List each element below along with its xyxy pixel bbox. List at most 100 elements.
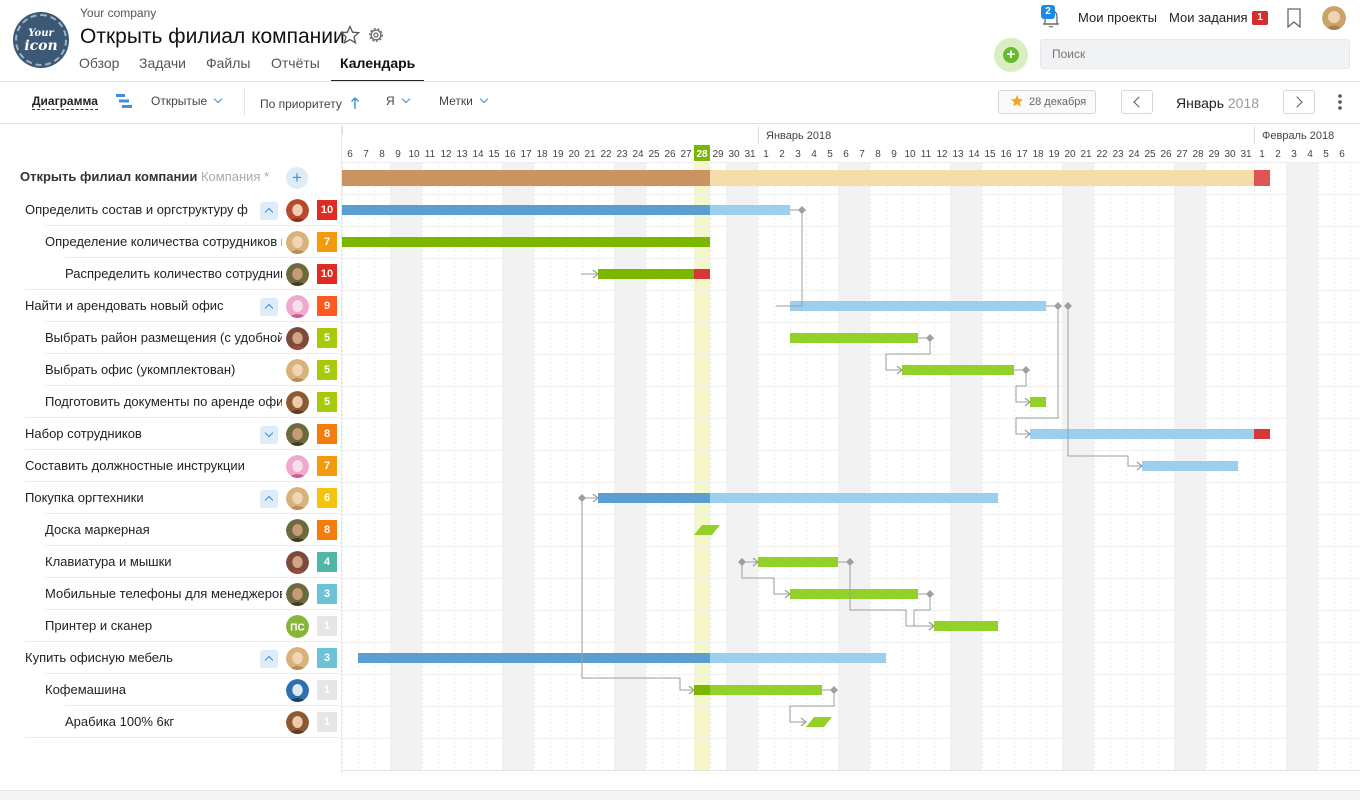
assignee-avatar[interactable] [286,679,309,702]
star-icon[interactable] [340,25,360,45]
task-row[interactable]: Найти и арендовать новый офис 9 [0,290,341,322]
task-row[interactable]: Мобильные телефоны для менеджеров 3 [0,578,341,610]
user-avatar[interactable] [1322,6,1346,30]
tab-overview[interactable]: Обзор [79,55,120,71]
assignee-avatar[interactable] [286,327,309,350]
task-name[interactable]: Кофемашина [45,682,126,697]
task-row[interactable]: Выбрать район размещения (с удобной 5 [0,322,341,354]
priority-badge[interactable]: 1 [317,712,337,732]
collapse-toggle[interactable] [260,202,278,220]
priority-badge[interactable]: 5 [317,392,337,412]
assignee-avatar[interactable] [286,263,309,286]
assignee-avatar[interactable] [286,583,309,606]
tags-dropdown[interactable]: Метки [439,94,489,108]
project-row[interactable]: Открыть филиал компании Компания * [0,162,341,194]
task-name[interactable]: Определить состав и оргструктуру ф [25,202,248,217]
priority-badge[interactable]: 5 [317,328,337,348]
task-name[interactable]: Принтер и сканер [45,618,153,633]
collapse-toggle[interactable] [260,650,278,668]
priority-badge[interactable]: 10 [317,200,337,220]
prev-month-button[interactable] [1121,90,1153,114]
sort-dropdown[interactable]: По приоритету [260,94,362,111]
priority-badge[interactable]: 8 [317,520,337,540]
company-name[interactable]: Your company [80,6,157,20]
expand-toggle[interactable] [260,426,278,444]
assignee-avatar[interactable] [286,455,309,478]
priority-badge[interactable]: 5 [317,360,337,380]
task-row[interactable]: Покупка оргтехники 6 [0,482,341,514]
priority-badge[interactable]: 7 [317,456,337,476]
task-name[interactable]: Доска маркерная [45,522,150,537]
priority-badge[interactable]: 7 [317,232,337,252]
priority-badge[interactable]: 3 [317,648,337,668]
gear-icon[interactable] [366,25,386,45]
tab-reports[interactable]: Отчёты [271,55,320,71]
task-row[interactable]: Подготовить документы по аренде офи 5 [0,386,341,418]
assignee-avatar[interactable] [286,295,309,318]
priority-badge[interactable]: 1 [317,616,337,636]
create-button[interactable]: + [994,38,1028,72]
add-task-button[interactable]: + [286,167,308,189]
task-name[interactable]: Распределить количество сотрудников [65,266,282,281]
task-name[interactable]: Выбрать район размещения (с удобной [45,330,282,345]
assignee-avatar[interactable] [286,519,309,542]
search-input[interactable] [1040,39,1350,69]
assignee-avatar[interactable] [286,551,309,574]
task-row[interactable]: Купить офисную мебель 3 [0,642,341,674]
assignee-dropdown[interactable]: Я [386,94,410,108]
task-name[interactable]: Мобильные телефоны для менеджеров [45,586,282,601]
task-row[interactable]: Определение количества сотрудников в 7 [0,226,341,258]
task-name[interactable]: Определение количества сотрудников в [45,234,282,249]
task-name[interactable]: Найти и арендовать новый офис [25,298,224,313]
assignee-avatar[interactable] [286,647,309,670]
more-vertical-icon[interactable] [1334,91,1346,113]
day-number: 2 [1275,149,1281,160]
view-switch-diagram[interactable]: Диаграмма [32,94,98,110]
priority-badge[interactable]: 1 [317,680,337,700]
task-row[interactable]: Выбрать офис (укомплектован) 5 [0,354,341,386]
priority-badge[interactable]: 6 [317,488,337,508]
task-row[interactable]: Составить должностные инструкции 7 [0,450,341,482]
assignee-avatar[interactable] [286,231,309,254]
task-row[interactable]: Клавиатура и мышки 4 [0,546,341,578]
assignee-avatar[interactable] [286,391,309,414]
task-name[interactable]: Набор сотрудников [25,426,142,441]
task-name[interactable]: Покупка оргтехники [25,490,144,505]
priority-badge[interactable]: 10 [317,264,337,284]
my-tasks-link[interactable]: Мои задания [1169,10,1248,25]
task-row[interactable]: Набор сотрудников 8 [0,418,341,450]
task-row[interactable]: Кофемашина 1 [0,674,341,706]
day-number: 6 [843,149,849,160]
task-row[interactable]: Принтер и сканер ПС 1 [0,610,341,642]
task-name[interactable]: Арабика 100% 6кг [65,714,175,729]
task-row[interactable]: Арабика 100% 6кг 1 [0,706,341,738]
assignee-avatar[interactable] [286,711,309,734]
task-name[interactable]: Выбрать офис (укомплектован) [45,362,236,377]
assignee-avatar[interactable] [286,487,309,510]
status-filter-dropdown[interactable]: Открытые [151,94,223,108]
next-month-button[interactable] [1283,90,1315,114]
priority-badge[interactable]: 8 [317,424,337,444]
tab-tasks[interactable]: Задачи [139,55,187,71]
task-row[interactable]: Распределить количество сотрудников 10 [0,258,341,290]
assignee-avatar[interactable]: ПС [286,615,309,638]
bookmark-icon[interactable] [1286,8,1302,28]
task-name[interactable]: Клавиатура и мышки [45,554,172,569]
priority-badge[interactable]: 4 [317,552,337,572]
assignee-avatar[interactable] [286,423,309,446]
priority-badge[interactable]: 9 [317,296,337,316]
collapse-toggle[interactable] [260,298,278,316]
gantt-icon[interactable] [116,93,132,109]
task-name[interactable]: Купить офисную мебель [25,650,173,665]
company-logo[interactable]: Your icon [15,14,67,66]
assignee-avatar[interactable] [286,359,309,382]
task-row[interactable]: Определить состав и оргструктуру ф 10 [0,194,341,226]
task-name[interactable]: Составить должностные инструкции [25,458,245,473]
my-projects-link[interactable]: Мои проекты [1078,10,1157,25]
task-name[interactable]: Подготовить документы по аренде офи [45,394,282,409]
task-row[interactable]: Доска маркерная 8 [0,514,341,546]
collapse-toggle[interactable] [260,490,278,508]
assignee-avatar[interactable] [286,199,309,222]
priority-badge[interactable]: 3 [317,584,337,604]
tab-files[interactable]: Файлы [206,55,251,71]
